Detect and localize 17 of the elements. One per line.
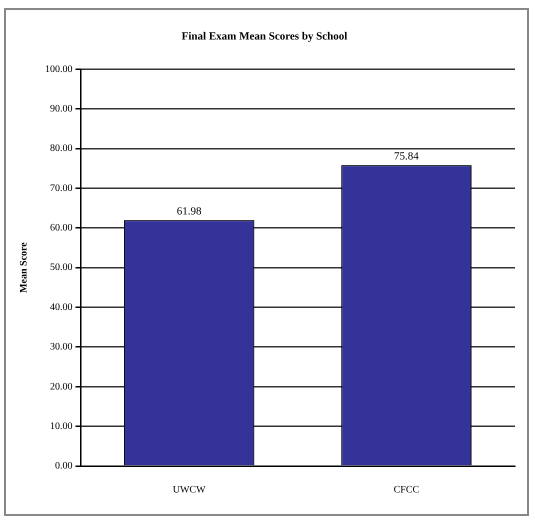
y-tick-label: 70.00	[50, 182, 72, 194]
y-tick-label: 80.00	[50, 143, 72, 154]
y-tick-label: 50.00	[50, 262, 72, 274]
data-label: 61.98	[176, 205, 202, 218]
x-tick-label: UWCW	[172, 484, 206, 496]
y-tick-label: 10.00	[50, 420, 72, 432]
data-label: 75.84	[394, 150, 420, 162]
y-tick-label: 90.00	[50, 104, 72, 115]
y-tick-label: 60.00	[50, 222, 72, 234]
y-tick-label: 40.00	[50, 302, 72, 313]
y-axis-title: Mean Score	[18, 242, 30, 293]
y-tick-label: 20.00	[50, 381, 72, 392]
y-tick-label: 100.00	[45, 64, 72, 75]
y-tick-label: 30.00	[50, 342, 72, 353]
chart-title: Final Exam Mean Scores by School	[182, 30, 348, 42]
y-tick-label: 0.00	[55, 460, 72, 472]
x-tick-label: CFCC	[394, 484, 420, 496]
